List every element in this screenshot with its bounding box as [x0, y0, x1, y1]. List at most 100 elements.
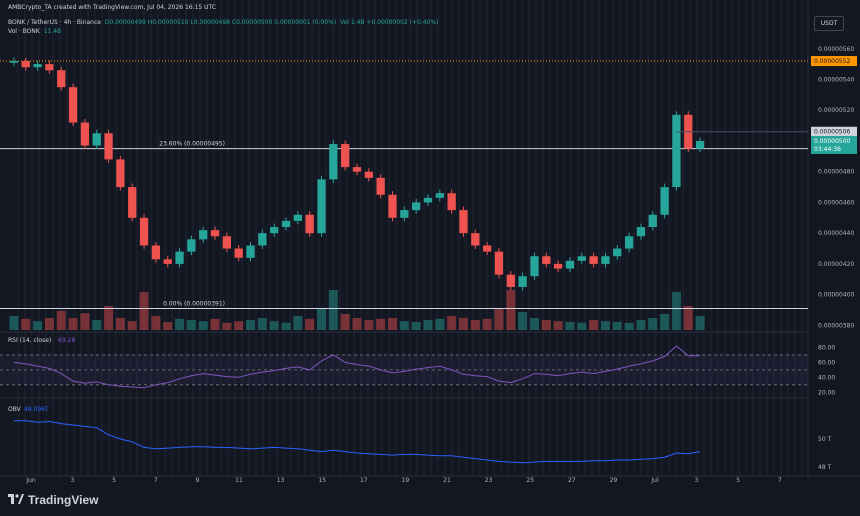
volume-bar [340, 314, 350, 330]
time-tick-label: 19 [402, 477, 410, 484]
candle-body [305, 214, 314, 234]
candle-body [589, 256, 598, 264]
price-tick-label: 0.00000540 [818, 76, 854, 83]
volume-bar [458, 318, 468, 330]
volume-bar [447, 316, 457, 330]
price-tick-label: 0.00000520 [818, 107, 854, 114]
rsi-pane: 80.00 60.00 40.00 20.00 RSI (14, close) 69.28 [0, 337, 835, 396]
volume-bar [80, 313, 90, 330]
tradingview-logo[interactable]: TradingView [8, 493, 98, 507]
candle-body [234, 248, 243, 258]
candle-body [246, 245, 255, 258]
current-price-label: 0.00000500 [814, 138, 850, 145]
obv-pane: 50 T 48 T OBV 48.096T [8, 406, 832, 471]
symbol-title[interactable]: BONK / TetherUS · 4h · Binance [8, 19, 101, 26]
candle-body [341, 144, 350, 168]
volume-bar [589, 320, 599, 330]
candle-body [258, 233, 267, 246]
candle-body [447, 193, 456, 211]
volume-bar [518, 312, 528, 330]
volume-bar [553, 321, 563, 330]
time-tick-label: 7 [778, 477, 782, 484]
volume-bar [577, 322, 587, 330]
volume-bar [352, 318, 362, 330]
volume-bar [482, 318, 492, 330]
candle-body [317, 179, 326, 234]
candle-body [553, 263, 563, 269]
volume-bar [695, 316, 705, 330]
candle-body [352, 167, 362, 172]
price-tick-label: 0.00000460 [818, 199, 854, 206]
symbol-info: BONK / TetherUS · 4h · Binance O0.000004… [8, 19, 438, 26]
candle-body [672, 114, 681, 188]
time-tick-label: 15 [318, 477, 326, 484]
time-tick-label: 9 [195, 477, 199, 484]
candle-body [281, 220, 291, 228]
candle-body [660, 187, 669, 215]
volume-bar [612, 322, 622, 330]
candle-body [104, 133, 113, 160]
candle-body [329, 144, 338, 180]
fib-level-label: 0.00% (0.00000391) [163, 300, 225, 307]
candle-body [376, 177, 385, 195]
volume-bar [269, 321, 279, 330]
volume-bar [104, 306, 114, 330]
candle-body [187, 239, 196, 252]
dotted-level-tag [811, 56, 857, 67]
candle-body [388, 194, 397, 218]
volume-bar [364, 320, 374, 330]
time-tick-label: 21 [443, 477, 451, 484]
volume-inline: Vol 1.4B +0.00000002 (+0.40%) [340, 19, 439, 26]
high-marker-tag [811, 126, 857, 137]
volume-bar [671, 292, 681, 330]
candle-body [45, 64, 54, 71]
candle-body [400, 210, 409, 218]
rsi-tick-label: 40.00 [818, 374, 835, 381]
obv-value: 48.096T [24, 406, 49, 413]
obv-tick-label: 48 T [818, 464, 832, 471]
candle-body [68, 87, 78, 123]
volume-bar [127, 321, 137, 330]
candle-body [695, 140, 705, 149]
time-tick-label: 5 [112, 477, 116, 484]
volume-bar [376, 318, 386, 330]
volume-bar [246, 320, 256, 330]
volume-bar [151, 316, 161, 330]
candle-body [435, 193, 444, 198]
candle-body [139, 217, 149, 246]
volume-bar [186, 320, 196, 330]
price-pane: 0.00000560 0.00000540 0.00000520 0.00000500… [0, 46, 857, 330]
candle-body [116, 159, 125, 188]
candle-body [293, 214, 302, 221]
volume-bar [68, 318, 78, 330]
obv-line [13, 420, 701, 464]
price-tick-label: 0.00000400 [818, 292, 854, 299]
candle-body [530, 256, 539, 277]
volume-bar [210, 318, 220, 330]
candle-body [648, 214, 657, 228]
volume-bar [494, 308, 504, 330]
volume-bar [435, 318, 445, 330]
candle-body [494, 251, 504, 275]
volume-label[interactable]: Vol · BONK [8, 28, 40, 35]
currency-button[interactable]: USDT [814, 16, 844, 31]
candle-body [601, 256, 610, 264]
candle-body [471, 233, 480, 246]
candle-body [636, 227, 646, 237]
dotted-level-label: 0.00000552 [814, 58, 850, 65]
candle-body [459, 210, 468, 234]
candle-body [482, 245, 492, 252]
volume-bar [529, 318, 539, 330]
volume-bar [257, 318, 267, 330]
time-tick-label: 29 [610, 477, 618, 484]
volume-bar [9, 316, 19, 330]
volume-bar [139, 292, 149, 330]
volume-bar [56, 310, 66, 330]
candle-body [423, 197, 433, 203]
candle-body [210, 230, 220, 237]
volume-bar [33, 321, 43, 330]
volume-bar [175, 318, 185, 330]
tradingview-logo-text: TradingView [28, 493, 99, 507]
volume-bar [636, 320, 646, 330]
